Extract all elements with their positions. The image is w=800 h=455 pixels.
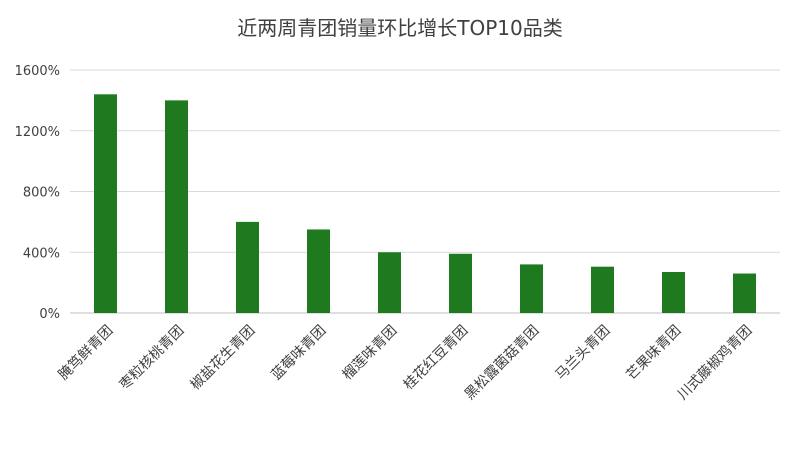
bar: [520, 264, 543, 313]
x-tick-label: 桂花红豆青团: [401, 323, 472, 394]
chart-title: 近两周青团销量环比增长TOP10品类: [237, 16, 562, 40]
y-tick-label: 800%: [23, 186, 60, 201]
x-tick-label: 黑松露菌菇青团: [462, 323, 543, 404]
bar: [307, 229, 330, 313]
bar: [733, 273, 756, 313]
bar: [591, 266, 614, 313]
y-tick-label: 0%: [39, 307, 60, 322]
bar: [236, 221, 259, 313]
bar: [165, 100, 188, 313]
x-tick-label: 马兰头青团: [553, 323, 614, 384]
grid-layer: [70, 69, 780, 314]
bar: [662, 271, 685, 313]
x-tick-label: 椒盐花生青团: [188, 323, 259, 394]
x-tick-label: 蓝莓味青团: [269, 323, 330, 384]
bars: [94, 94, 756, 313]
bar: [378, 252, 401, 313]
x-tick-label: 榴莲味青团: [340, 323, 401, 384]
x-tick-label: 腌笃鲜青团: [55, 322, 117, 384]
y-axis-ticks: 0% 400% 800% 1200% 1600%: [15, 64, 60, 322]
x-tick-label: 枣粒核桃青团: [117, 323, 188, 394]
x-axis-ticks: 腌笃鲜青团 枣粒核桃青团 椒盐花生青团 蓝莓味青团 榴莲味青团 桂花红豆青团黑松露菌菇青团…: [55, 322, 756, 403]
bar: [94, 94, 117, 313]
x-tick-label: 川式藤椒鸡青团: [674, 322, 755, 403]
x-tick-label: 芒果味青团: [624, 323, 685, 384]
bar: [449, 253, 472, 313]
y-tick-label: 1600%: [15, 64, 60, 79]
y-tick-label: 400%: [23, 246, 60, 261]
y-tick-label: 1200%: [15, 125, 60, 140]
